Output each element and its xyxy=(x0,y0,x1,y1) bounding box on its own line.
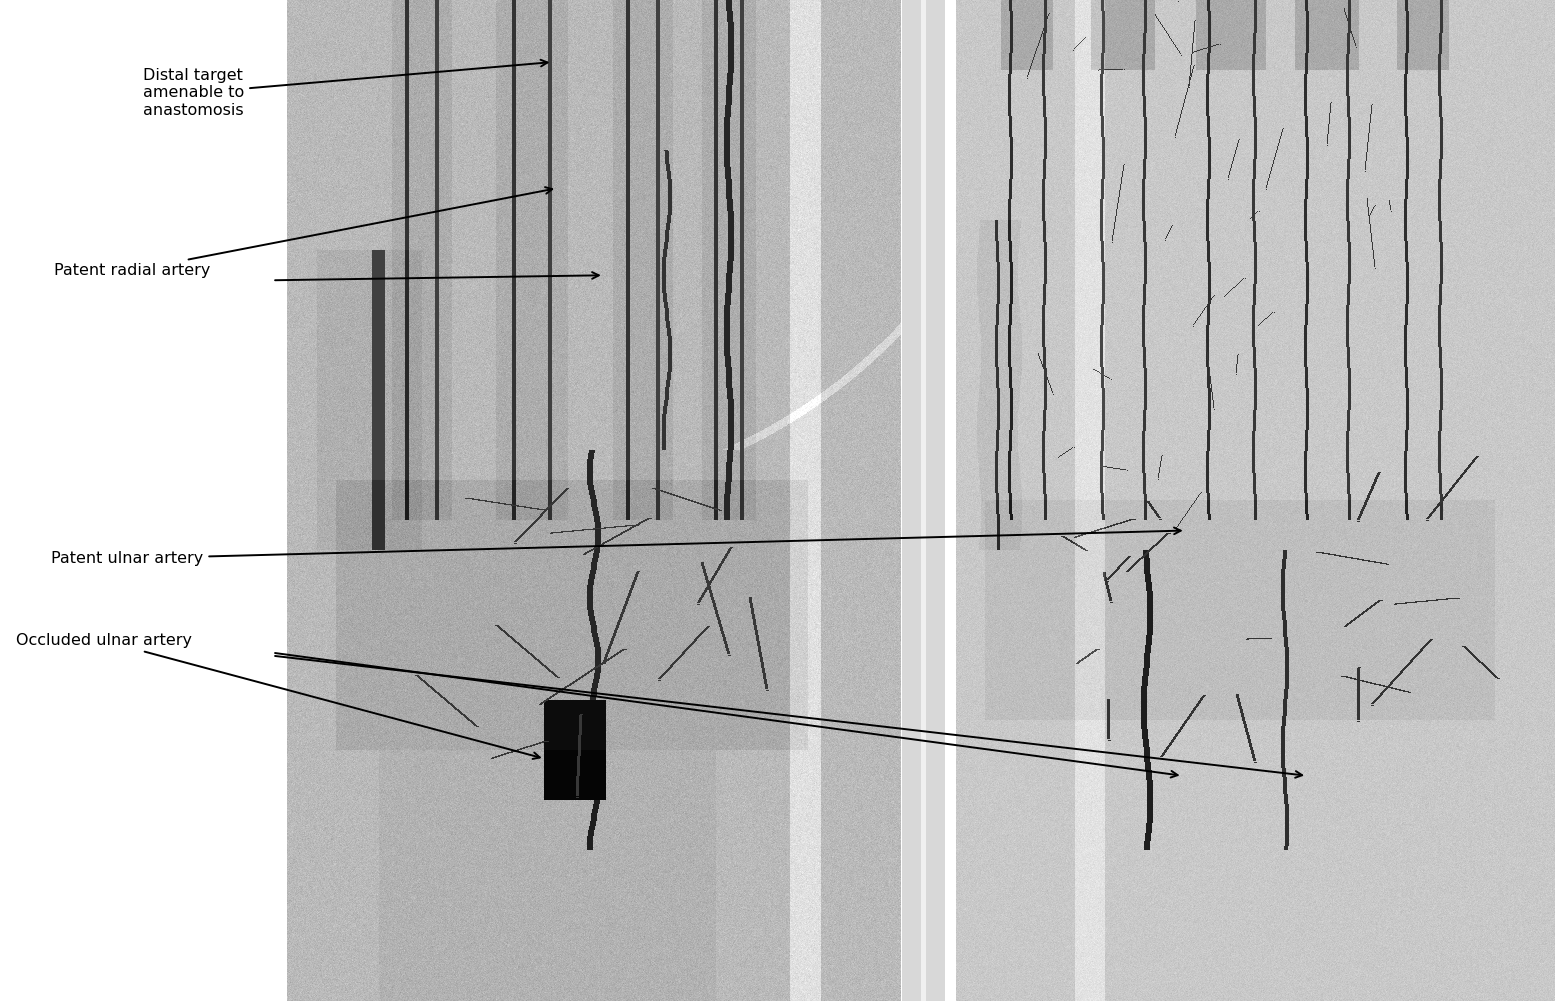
Text: Patent radial artery: Patent radial artery xyxy=(54,187,552,277)
Text: Patent ulnar artery: Patent ulnar artery xyxy=(51,528,1181,566)
Bar xyxy=(921,0,926,1001)
Bar xyxy=(902,0,944,1001)
Text: Occluded ulnar artery: Occluded ulnar artery xyxy=(16,634,540,759)
Text: Distal target
amenable to
anastomosis: Distal target amenable to anastomosis xyxy=(143,60,548,118)
